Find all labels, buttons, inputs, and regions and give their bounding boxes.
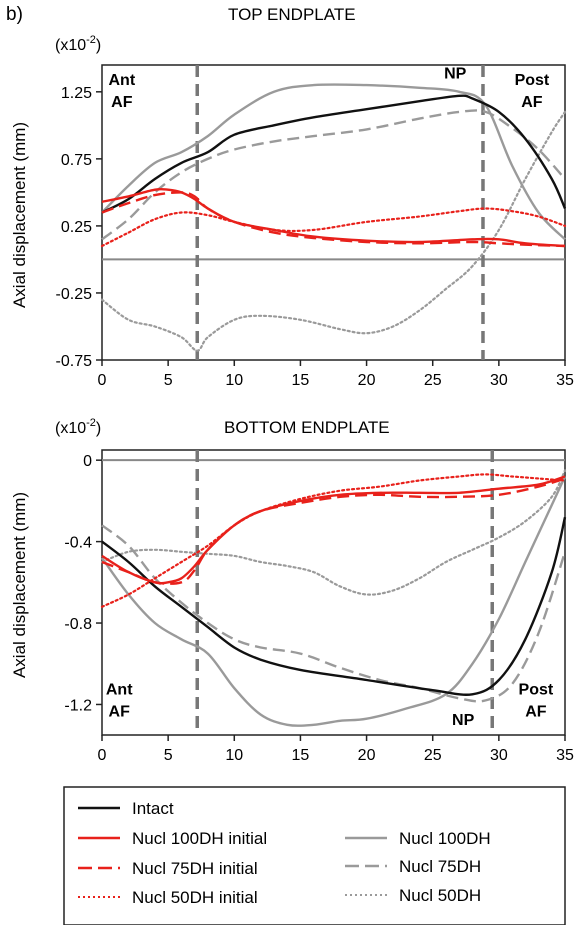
top-title: TOP ENDPLATE: [228, 5, 356, 24]
top-region-label: NP: [444, 65, 467, 82]
top-series-n50i: [100, 207, 567, 248]
bottom-x-tick-label: 5: [164, 747, 173, 764]
legend-label-n50: Nucl 50DH: [399, 886, 481, 905]
top-region-labels: Ant AF NP Post AF: [109, 65, 550, 111]
top-series-n100i: [101, 187, 566, 248]
top-y-tick-label: -0.25: [56, 286, 93, 303]
top-y-tick-label: 0.25: [61, 219, 92, 236]
top-reference-lines: [102, 65, 565, 360]
bottom-y-tick-label: -1.2: [64, 697, 92, 714]
bottom-series-n50i: [100, 473, 567, 608]
legend-label-n50i: Nucl 50DH initial: [132, 888, 258, 907]
bottom-x-tick-label: 20: [358, 747, 376, 764]
legend-label-n75i: Nucl 75DH initial: [132, 859, 258, 878]
bottom-x-tick-label: 30: [490, 747, 508, 764]
top-region-label: Post AF: [515, 72, 550, 111]
top-x-tick-label: 5: [164, 372, 173, 389]
top-series-n75i: [101, 191, 566, 248]
bottom-title: BOTTOM ENDPLATE: [224, 418, 390, 437]
top-ticks: 0 5 10 15 20 25 30 35 -0.75 -0.25 0.25 0.75 1.25: [56, 85, 574, 389]
bottom-x-tick-label: 35: [556, 747, 574, 764]
top-series: [100, 83, 567, 352]
bottom-panel: BOTTOM ENDPLATE (x10-2) Axial displaceme…: [10, 417, 574, 764]
top-x-tick-label: 35: [556, 372, 574, 389]
bottom-x-tick-label: 25: [424, 747, 442, 764]
top-y-tick-label: -0.75: [56, 353, 93, 370]
top-panel: TOP ENDPLATE (x10-2) Axial displacement …: [10, 5, 574, 389]
bottom-region-labels: Ant AF NP Post AF: [106, 681, 554, 729]
bottom-region-label: Ant AF: [106, 681, 133, 720]
top-series-intact: [101, 94, 567, 214]
legend-label-intact: Intact: [132, 799, 174, 818]
top-x-tick-label: 30: [490, 372, 508, 389]
bottom-ticks: 0 5 10 15 20 25 30 35 -1.2 -0.8 -0.4 0: [64, 453, 574, 764]
bottom-region-label: NP: [452, 712, 475, 729]
bottom-plot-frame: [101, 449, 566, 736]
bottom-series-n75: [101, 524, 567, 703]
bottom-x-tick-label: 10: [225, 747, 243, 764]
top-y-axis-label: Axial displacement (mm): [10, 122, 29, 308]
bottom-series-n50: [100, 469, 567, 596]
top-series-n75: [101, 109, 566, 241]
top-y-tick-label: 1.25: [61, 85, 92, 102]
bottom-x-tick-label: 0: [98, 747, 107, 764]
bottom-unit-label: (x10-2): [55, 417, 101, 437]
top-series-n50: [100, 110, 567, 352]
bottom-y-tick-label: -0.4: [64, 535, 92, 552]
bottom-region-label: Post AF: [519, 681, 554, 720]
bottom-y-tick-label: 0: [83, 453, 92, 470]
bottom-y-tick-label: -0.8: [64, 616, 92, 633]
top-x-tick-label: 15: [292, 372, 310, 389]
top-y-tick-label: 0.75: [61, 152, 92, 169]
top-x-tick-label: 25: [424, 372, 442, 389]
top-unit-label: (x10-2): [55, 34, 101, 54]
legend-items: Intact Nucl 100DH initial Nucl 75DH initia…: [78, 799, 491, 907]
bottom-series: [100, 469, 567, 727]
top-x-tick-label: 10: [225, 372, 243, 389]
bottom-x-tick-label: 15: [292, 747, 310, 764]
top-x-tick-label: 20: [358, 372, 376, 389]
legend-box: [63, 786, 566, 925]
legend: Intact Nucl 100DH initial Nucl 75DH initia…: [63, 786, 566, 925]
bottom-series-intact: [101, 516, 567, 696]
top-x-tick-label: 0: [98, 372, 107, 389]
legend-label-n100i: Nucl 100DH initial: [132, 829, 267, 848]
bottom-y-axis-label: Axial displacement (mm): [10, 492, 29, 678]
bottom-series-n100: [101, 475, 567, 727]
top-series-n100: [101, 83, 566, 241]
legend-label-n100: Nucl 100DH: [399, 829, 491, 848]
panel-label: b): [6, 4, 23, 25]
legend-label-n75: Nucl 75DH: [399, 857, 481, 876]
top-region-label: Ant AF: [109, 72, 136, 111]
